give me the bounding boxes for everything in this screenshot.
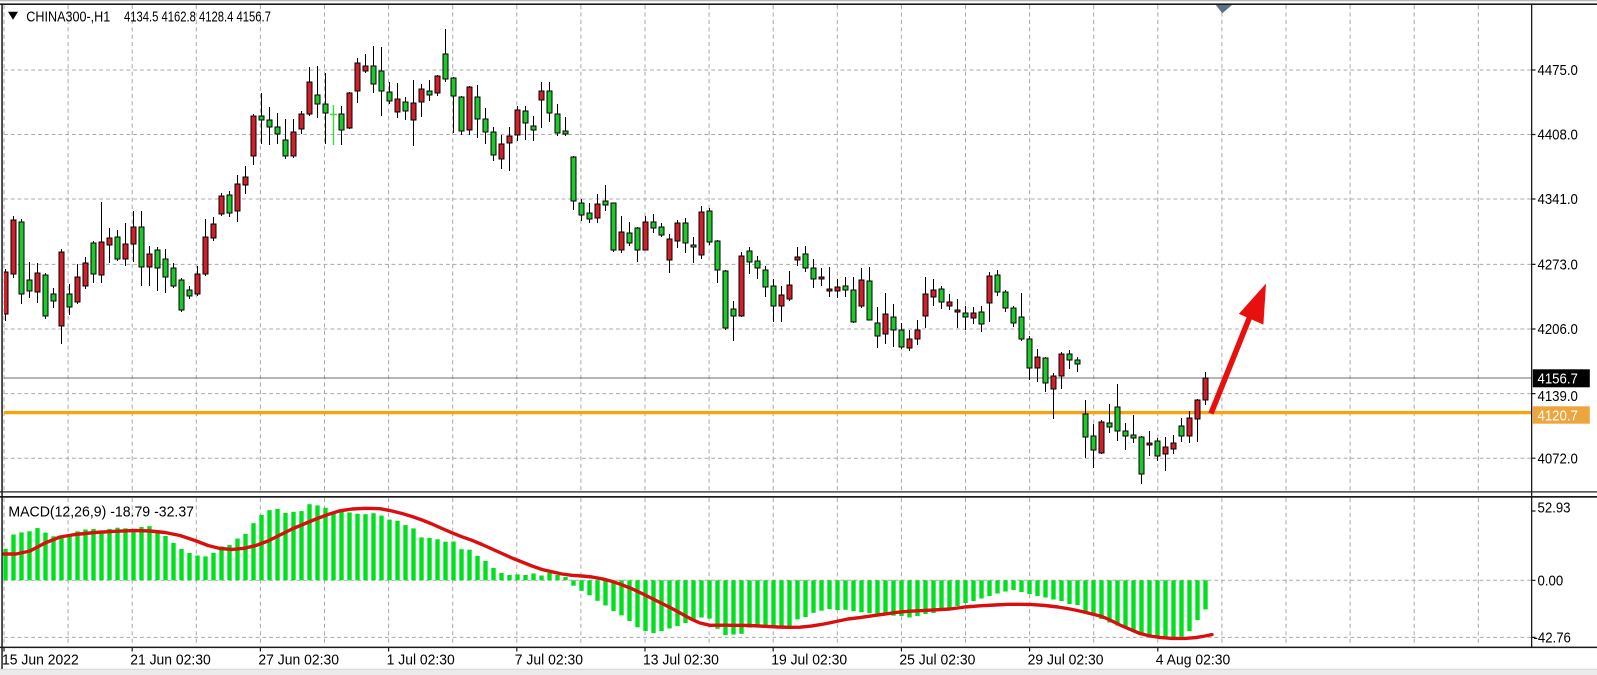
svg-text:4273.0: 4273.0 xyxy=(1538,256,1578,273)
svg-text:4120.7: 4120.7 xyxy=(1538,406,1578,423)
svg-text:21 Jun 02:30: 21 Jun 02:30 xyxy=(130,652,211,669)
svg-text:MACD(12,26,9) -18.79 -32.37: MACD(12,26,9) -18.79 -32.37 xyxy=(8,504,194,520)
svg-text:4341.0: 4341.0 xyxy=(1538,190,1578,207)
svg-text:29 Jul 02:30: 29 Jul 02:30 xyxy=(1028,652,1104,669)
svg-text:4156.7: 4156.7 xyxy=(1538,370,1578,387)
svg-text:1 Jul 02:30: 1 Jul 02:30 xyxy=(387,652,455,669)
svg-text:27 Jun 02:30: 27 Jun 02:30 xyxy=(258,652,339,669)
svg-text:4408.0: 4408.0 xyxy=(1538,126,1578,143)
svg-text:4139.0: 4139.0 xyxy=(1538,387,1578,404)
svg-text:0.00: 0.00 xyxy=(1538,572,1564,589)
svg-text:25 Jul 02:30: 25 Jul 02:30 xyxy=(899,652,975,669)
svg-text:4 Aug 02:30: 4 Aug 02:30 xyxy=(1156,652,1230,669)
svg-text:4134.5 4162.8 4128.4 4156.7: 4134.5 4162.8 4128.4 4156.7 xyxy=(124,8,271,25)
svg-text:19 Jul 02:30: 19 Jul 02:30 xyxy=(771,652,847,669)
svg-text:13 Jul 02:30: 13 Jul 02:30 xyxy=(643,652,719,669)
svg-text:4475.0: 4475.0 xyxy=(1538,61,1578,78)
svg-text:4206.0: 4206.0 xyxy=(1538,320,1578,337)
svg-text:7 Jul 02:30: 7 Jul 02:30 xyxy=(515,652,583,669)
svg-text:15 Jun 2022: 15 Jun 2022 xyxy=(2,652,79,669)
svg-text:4072.0: 4072.0 xyxy=(1538,450,1578,467)
svg-text:-42.76: -42.76 xyxy=(1534,629,1572,646)
svg-text:CHINA300-,H1: CHINA300-,H1 xyxy=(26,7,110,24)
svg-text:52.93: 52.93 xyxy=(1538,499,1571,516)
